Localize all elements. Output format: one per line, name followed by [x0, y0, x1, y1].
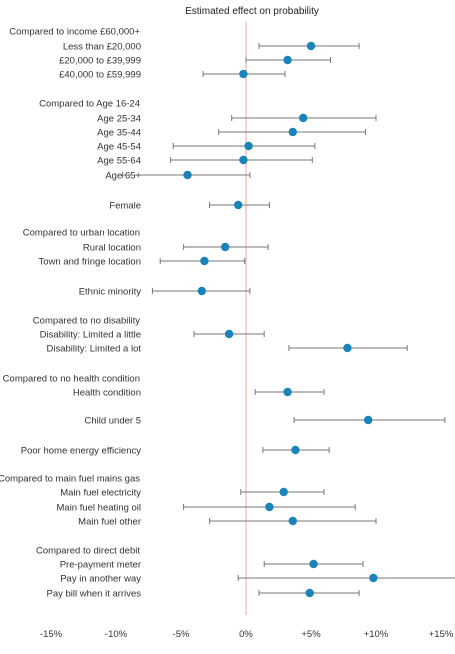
row-label: Age 55-64: [97, 156, 141, 167]
row-label: £20,000 to £39,999: [59, 56, 141, 67]
row-label: Main fuel other: [78, 517, 141, 528]
row-label: Age 25-34: [97, 114, 141, 125]
group-header: Compared to urban location: [23, 228, 140, 239]
estimate-point: [288, 516, 297, 526]
group-header-label: Compared to Age 16-24: [39, 99, 140, 110]
row-label: Poor home energy efficiency: [21, 446, 141, 457]
estimate-row: Disability: Limited a lot: [46, 343, 408, 355]
estimate-row: Main fuel electricity: [60, 487, 325, 499]
estimate-row: Pre-payment meter: [60, 559, 364, 571]
group-header: Compared to income £60,000+: [9, 27, 140, 38]
estimate-point: [291, 445, 300, 455]
estimate-row: Less than £20,000: [63, 41, 360, 53]
estimate-point: [299, 113, 308, 123]
estimate-row: Town and fringe location: [39, 256, 246, 268]
estimate-point: [224, 329, 234, 339]
estimate-row: Age 25-34: [97, 113, 377, 125]
estimate-row: Main fuel heating oil: [57, 503, 356, 514]
row-label: Main fuel heating oil: [57, 503, 142, 514]
estimate-point: [221, 242, 230, 252]
estimate-row: Age 35-44: [97, 127, 367, 139]
estimate-point: [283, 55, 292, 65]
chart-title: Estimated effect on probability: [185, 6, 319, 17]
row-label: Pay in another way: [60, 574, 141, 585]
estimate-point: [283, 387, 292, 397]
row-label: Main fuel electricity: [60, 488, 141, 499]
estimate-row: Ethnic minority: [79, 286, 251, 298]
row-label: Health condition: [73, 388, 141, 399]
row-label: Rural location: [83, 243, 141, 254]
group-header: Compared to Age 16-24: [39, 99, 140, 110]
estimate-point: [369, 573, 378, 583]
row-label: Disability: Limited a little: [40, 330, 141, 341]
row-label: Female: [109, 201, 141, 212]
x-tick-label: +10%: [364, 629, 389, 640]
row-label: Age 35-44: [97, 128, 141, 139]
estimate-row: Rural location: [83, 242, 269, 254]
x-tick-label: -15%: [40, 629, 63, 640]
estimate-row: Age 45-54: [97, 141, 316, 153]
estimate-row: Poor home energy efficiency: [21, 445, 330, 457]
group-header: Compared to no disability: [33, 316, 140, 327]
estimate-point: [234, 200, 243, 210]
estimate-point: [288, 127, 297, 137]
group-header-label: Compared to income £60,000+: [9, 27, 140, 38]
x-tick-label: 0%: [239, 629, 253, 640]
row-label: Pay bill when it arrives: [46, 589, 141, 600]
row-label: Child under 5: [84, 416, 141, 427]
group-header-label: Compared to main fuel mains gas: [0, 474, 140, 485]
estimate-row: Age 65+: [105, 170, 251, 182]
estimate-row: Health condition: [73, 387, 325, 399]
group-header: Compared to no health condition: [3, 374, 140, 385]
estimate-row: Female: [109, 200, 270, 212]
row-label: Disability: Limited a lot: [46, 344, 141, 355]
x-tick-label: +15%: [429, 629, 454, 640]
x-tick-label: -5%: [173, 629, 190, 640]
estimate-row: Disability: Limited a little: [40, 330, 265, 341]
group-header-label: Compared to direct debit: [36, 546, 140, 557]
estimate-row: Age 55-64: [97, 155, 313, 167]
row-label: £40,000 to £59,999: [59, 70, 141, 81]
row-label: Pre-payment meter: [60, 560, 141, 571]
estimate-row: Pay in another way: [60, 574, 455, 585]
group-header: Compared to main fuel mains gas: [0, 474, 140, 485]
row-label: Town and fringe location: [39, 257, 141, 268]
estimate-point: [305, 588, 314, 598]
estimate-point: [343, 343, 352, 353]
group-header-label: Compared to no health condition: [3, 374, 140, 385]
estimate-point: [200, 256, 209, 266]
estimate-row: £20,000 to £39,999: [59, 55, 331, 67]
estimate-point: [306, 41, 316, 51]
estimate-row: Child under 5: [84, 415, 446, 427]
estimate-row: £40,000 to £59,999: [59, 69, 286, 81]
estimate-point: [244, 141, 253, 151]
row-label: Age 45-54: [97, 142, 141, 153]
row-label: Ethnic minority: [79, 287, 142, 298]
group-header: Compared to direct debit: [36, 546, 140, 557]
estimate-point: [183, 170, 192, 180]
estimate-point: [279, 487, 288, 497]
group-header-label: Compared to urban location: [23, 228, 140, 239]
x-tick-label: +5%: [301, 629, 321, 640]
estimate-row: Pay bill when it arrives: [46, 588, 360, 600]
estimate-point: [239, 155, 248, 165]
estimate-point: [239, 69, 248, 79]
x-tick-label: -10%: [105, 629, 128, 640]
estimate-point: [309, 559, 318, 569]
estimate-point: [265, 502, 274, 512]
group-header-label: Compared to no disability: [33, 316, 140, 327]
row-label: Age 65+: [105, 171, 141, 182]
estimate-point: [197, 286, 206, 296]
row-label: Less than £20,000: [63, 42, 141, 53]
estimate-point: [364, 415, 373, 425]
estimate-row: Main fuel other: [78, 516, 377, 528]
